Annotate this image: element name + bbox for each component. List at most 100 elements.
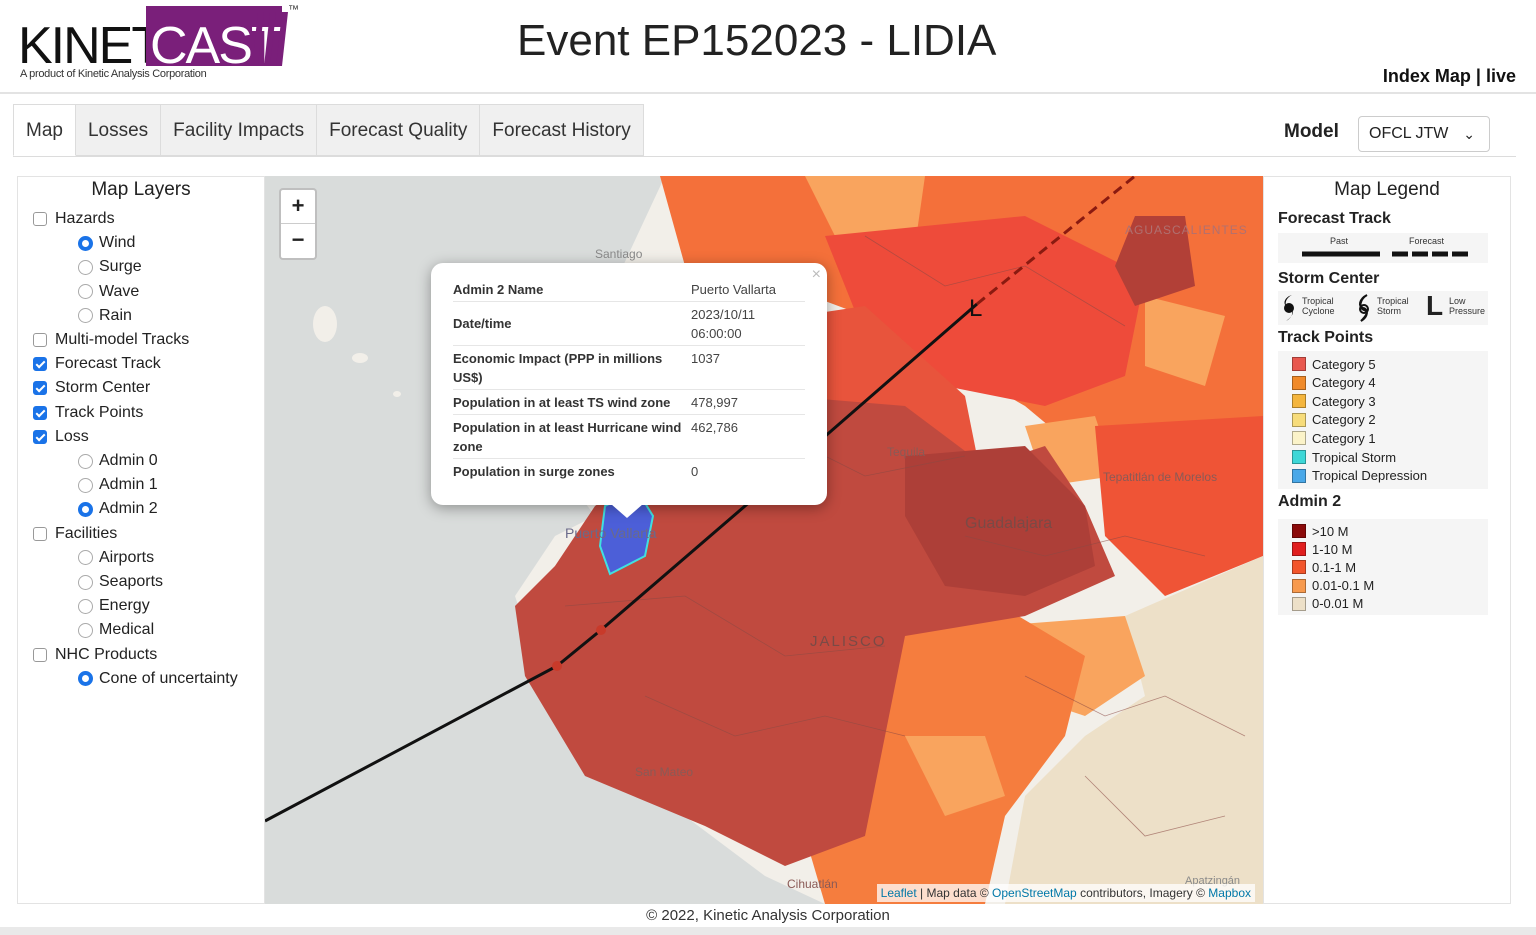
low-pressure-icon: L (1426, 290, 1444, 321)
island-2 (352, 353, 368, 363)
logo-bars-graphic (254, 12, 288, 66)
layer-option-hazards[interactable]: Hazards (33, 208, 115, 230)
legend-swatch (1292, 431, 1306, 446)
index-map-link[interactable]: Index Map (1382, 66, 1471, 86)
layer-option-surge[interactable]: Surge (78, 256, 142, 278)
legend-swatch (1292, 412, 1306, 427)
radio-cone-of-uncertainty[interactable] (78, 671, 93, 687)
tab-losses[interactable]: Losses (75, 104, 162, 156)
legend-swatch (1292, 450, 1306, 464)
popup-value: 462,786 (691, 420, 738, 435)
checkbox-track-points[interactable] (33, 405, 47, 420)
map-attribution: Leaflet | Map data © OpenStreetMap contr… (876, 884, 1255, 902)
region-light-orange-2 (1145, 296, 1225, 386)
legend-item: >10 M (1292, 522, 1349, 540)
forecast-track-forecast (976, 176, 1136, 306)
layer-option-airports[interactable]: Airports (78, 547, 154, 569)
checkbox-hazards[interactable] (33, 212, 47, 226)
radio-surge[interactable] (78, 259, 93, 275)
model-selected-value: OFCL JTW (1369, 125, 1449, 142)
checkbox-storm-center[interactable] (33, 381, 47, 396)
radio-energy[interactable] (78, 598, 93, 614)
radio-seaports[interactable] (78, 574, 93, 590)
map-layers-panel: Map Layers Hazards Wind Surge Wave Rain Multi… (17, 176, 265, 904)
legend-item-label: 0.1-1 M (1312, 559, 1357, 575)
popup-close-button[interactable]: × (811, 266, 821, 283)
legend-item-label: Category 3 (1312, 393, 1376, 409)
label-puerto-vallarta: Puerto Vallarta (565, 525, 657, 541)
layer-option-cone-of-uncertainty[interactable]: Cone of uncertainty (78, 668, 238, 690)
layer-option-storm-center[interactable]: Storm Center (33, 377, 150, 399)
checkbox-nhc-products[interactable] (33, 647, 47, 662)
popup-key: Population in surge zones (453, 464, 615, 479)
layer-option-loss[interactable]: Loss (33, 426, 89, 448)
tab-forecast-quality[interactable]: Forecast Quality (317, 104, 481, 156)
track-points-legend: Category 5 Category 4 Category 3 Category 2… (1278, 351, 1488, 489)
radio-wind[interactable] (78, 235, 93, 251)
radio-rain[interactable] (78, 308, 93, 324)
legend-swatch (1292, 357, 1306, 371)
island-3 (393, 391, 401, 397)
radio-admin-2[interactable] (78, 501, 93, 517)
layer-option-admin-2[interactable]: Admin 2 (78, 498, 158, 520)
layer-label-wave: Wave (99, 282, 140, 300)
model-select[interactable]: OFCL JTW ⌄ (1358, 116, 1490, 152)
zoom-out-button[interactable]: − (291, 227, 305, 252)
checkbox-multi-model-tracks[interactable] (33, 333, 47, 347)
layer-option-seaports[interactable]: Seaports (78, 571, 163, 593)
radio-admin-1[interactable] (78, 477, 93, 493)
storm-center-legend: Tropical Cyclone Tropical Storm L Low Pr… (1278, 291, 1488, 325)
popup-row: Admin 2 Name Puerto Vallarta (453, 277, 805, 302)
label-aguascalientes: AGUASCALIENTES (1125, 223, 1248, 237)
layer-option-medical[interactable]: Medical (78, 619, 154, 641)
legend-swatch (1292, 542, 1306, 557)
zoom-in-button[interactable]: + (281, 190, 315, 224)
legend-admin2-title: Admin 2 (1278, 493, 1342, 510)
layer-label-medical: Medical (99, 621, 155, 639)
popup-row: Date/time 2023/10/11 06:00:00 (453, 302, 805, 346)
forecast-track-legend: Past Forecast (1278, 233, 1488, 263)
tab-facility-impacts[interactable]: Facility Impacts (161, 104, 318, 156)
legend-item: 0.01-0.1 M (1292, 577, 1374, 595)
map-layers-title: Map Layers (91, 179, 191, 200)
leaflet-link[interactable]: Leaflet (880, 886, 917, 900)
layer-option-track-points[interactable]: Track Points (33, 402, 143, 424)
legend-tropical-storm: Tropical Storm (1377, 296, 1409, 316)
model-label: Model (1284, 121, 1339, 142)
footer-bar (0, 927, 1536, 935)
checkbox-loss[interactable] (33, 429, 47, 444)
layer-label-hazards: Hazards (55, 210, 115, 227)
map-legend-title: Map Legend (1334, 179, 1440, 200)
live-link[interactable]: live (1485, 66, 1516, 86)
tab-forecast-history[interactable]: Forecast History (480, 104, 644, 156)
openstreetmap-link[interactable]: OpenStreetMap (992, 886, 1077, 900)
layer-option-facilities[interactable]: Facilities (33, 523, 117, 545)
label-jalisco: JALISCO (810, 633, 887, 650)
kineticast-logo: KINETI CAST ™ A product of Kinetic Analy… (18, 4, 308, 84)
layer-option-energy[interactable]: Energy (78, 595, 150, 617)
radio-medical[interactable] (78, 622, 93, 638)
region-dark-aguascalientes (1115, 216, 1195, 306)
layer-option-multi-model-tracks[interactable]: Multi-model Tracks (33, 329, 189, 351)
layer-option-wave[interactable]: Wave (78, 281, 139, 303)
layer-option-rain[interactable]: Rain (78, 305, 132, 327)
layer-option-admin-1[interactable]: Admin 1 (78, 474, 158, 496)
radio-airports[interactable] (78, 550, 93, 566)
map-view[interactable]: L Santiago Puerto Vallarta Guadalajara J… (265, 176, 1263, 904)
tab-map[interactable]: Map (13, 104, 76, 156)
legend-item-label: >10 M (1312, 523, 1349, 539)
layer-option-forecast-track[interactable]: Forecast Track (33, 353, 161, 375)
layer-option-wind[interactable]: Wind (78, 232, 135, 254)
mapbox-link[interactable]: Mapbox (1208, 886, 1251, 900)
checkbox-forecast-track[interactable] (33, 357, 47, 372)
layer-label-multi-model-tracks: Multi-model Tracks (55, 331, 190, 348)
radio-admin-0[interactable] (78, 453, 93, 469)
track-point-1 (552, 661, 562, 671)
popup-row: Population in at least Hurricane wind zo… (453, 415, 805, 459)
tropical-cyclone-icon (1284, 295, 1294, 321)
layer-option-nhc-products[interactable]: NHC Products (33, 644, 157, 666)
header-links: Index Map | live (1383, 66, 1516, 87)
checkbox-facilities[interactable] (33, 526, 47, 541)
radio-wave[interactable] (78, 284, 93, 300)
layer-option-admin-0[interactable]: Admin 0 (78, 450, 158, 472)
